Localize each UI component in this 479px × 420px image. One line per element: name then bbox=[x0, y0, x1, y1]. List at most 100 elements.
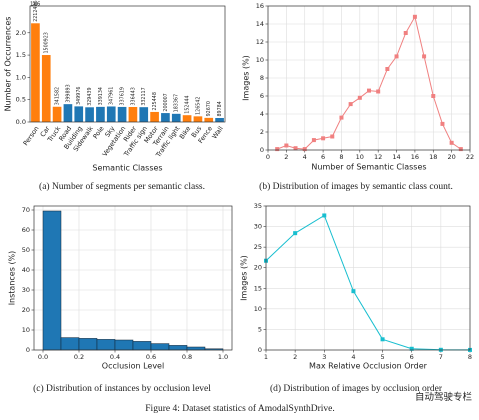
y-tick-label: 0.5 bbox=[16, 96, 26, 104]
histogram-bar bbox=[96, 339, 116, 351]
x-tick-label: 18 bbox=[429, 153, 437, 161]
y-axis-label: Instances (%) bbox=[8, 251, 17, 306]
marker bbox=[412, 14, 417, 19]
y-tick-label: 35 bbox=[254, 202, 262, 210]
x-tick-label: 6 bbox=[410, 353, 414, 361]
histogram-bar bbox=[42, 210, 62, 351]
x-tick-label: 3 bbox=[322, 353, 326, 361]
y-tick-label: 60 bbox=[22, 226, 30, 234]
x-tick-label: 20 bbox=[447, 153, 455, 161]
marker bbox=[409, 346, 414, 351]
x-tick-label: 0 bbox=[266, 153, 270, 161]
x-tick-label: 8 bbox=[339, 153, 343, 161]
marker bbox=[440, 121, 445, 126]
caption: (a) Number of segments per semantic clas… bbox=[39, 181, 205, 192]
bar bbox=[85, 107, 94, 122]
histogram-bar bbox=[60, 337, 80, 351]
y-tick-label: 15 bbox=[254, 284, 262, 292]
x-tick-label: Wall bbox=[211, 125, 225, 141]
histogram-bar bbox=[150, 343, 170, 351]
value-label: 1500923 bbox=[44, 32, 50, 53]
x-tick-label: 0.8 bbox=[182, 353, 192, 361]
y-axis-label: Images (%) bbox=[240, 255, 249, 301]
x-tick-label: 10 bbox=[356, 153, 364, 161]
bar bbox=[182, 115, 192, 122]
x-tick-label: Person bbox=[22, 125, 41, 147]
marker bbox=[322, 213, 327, 218]
marker bbox=[339, 115, 344, 120]
y-tick-label: 30 bbox=[254, 223, 262, 231]
y-axis-label: Images (%) bbox=[242, 55, 251, 101]
watermark: 自动驾驶专栏 bbox=[415, 391, 473, 403]
bar bbox=[106, 106, 116, 122]
caption: (b) Distribution of images by semantic c… bbox=[259, 181, 453, 192]
value-label: 225448 bbox=[152, 92, 158, 110]
y-tick-label: 20 bbox=[254, 264, 262, 272]
bar bbox=[150, 111, 159, 122]
bar bbox=[41, 55, 51, 122]
x-tick-label: 22 bbox=[466, 153, 474, 161]
marker bbox=[330, 134, 335, 139]
x-tick-label: 8 bbox=[468, 353, 472, 361]
y-tick-label: 2 bbox=[260, 128, 264, 136]
value-label: 126542 bbox=[195, 97, 201, 115]
value-label: 399893 bbox=[65, 84, 71, 102]
value-label: 349976 bbox=[76, 87, 82, 105]
histogram-bar bbox=[168, 345, 188, 351]
y-tick-label: 70 bbox=[22, 206, 30, 214]
plot-frame bbox=[265, 205, 471, 351]
marker bbox=[403, 31, 408, 35]
y-tick-label: 8 bbox=[260, 74, 264, 82]
x-tick-label: 4 bbox=[351, 353, 355, 361]
x-tick-label: 1.0 bbox=[218, 353, 228, 361]
x-tick-label: 7 bbox=[439, 353, 443, 361]
histogram-bar bbox=[132, 341, 152, 351]
value-label: 339134 bbox=[98, 87, 104, 105]
x-tick-label: 12 bbox=[374, 153, 382, 161]
x-axis-label: Semantic Classes bbox=[92, 164, 162, 173]
x-axis-label: Number of Semantic Classes bbox=[311, 163, 426, 172]
value-label: 183367 bbox=[174, 94, 180, 112]
histogram-bar bbox=[114, 339, 134, 351]
y-tick-label: 0.0 bbox=[16, 118, 26, 126]
figure-caption: Figure 4: Dataset statistics of AmodalSy… bbox=[145, 403, 334, 414]
y-tick-label: 1.0 bbox=[16, 73, 26, 81]
bar bbox=[171, 113, 181, 122]
bar bbox=[31, 23, 40, 123]
value-label: 332117 bbox=[141, 87, 147, 105]
value-label: 347961 bbox=[109, 87, 115, 105]
bar bbox=[52, 106, 62, 122]
marker bbox=[275, 147, 280, 152]
bar bbox=[74, 106, 84, 122]
y-tick-label: 0 bbox=[258, 346, 262, 354]
value-label: 337619 bbox=[120, 87, 126, 105]
bar bbox=[215, 117, 224, 122]
y-tick-label: 10 bbox=[256, 56, 264, 64]
value-label: 329439 bbox=[87, 87, 93, 105]
plot-frame bbox=[267, 5, 471, 151]
x-tick-label: 2 bbox=[284, 153, 288, 161]
offset-text: 1e6 bbox=[30, 2, 41, 8]
marker bbox=[348, 102, 353, 107]
histogram-bar bbox=[186, 346, 206, 351]
histogram-bar bbox=[78, 338, 98, 351]
value-label: 92670 bbox=[206, 101, 212, 116]
marker bbox=[351, 289, 356, 294]
marker bbox=[394, 54, 399, 59]
value-label: 341582 bbox=[55, 87, 61, 105]
marker bbox=[311, 138, 316, 143]
y-tick-label: 6 bbox=[260, 92, 264, 100]
value-label: 2212496 bbox=[33, 0, 39, 21]
x-tick-label: 0.2 bbox=[74, 353, 84, 361]
marker bbox=[449, 140, 454, 145]
y-tick-label: 0 bbox=[260, 146, 264, 154]
y-tick-label: 1.5 bbox=[16, 51, 26, 59]
marker bbox=[380, 337, 385, 342]
y-tick-label: 50 bbox=[22, 246, 30, 254]
value-label: 200007 bbox=[163, 93, 169, 111]
marker bbox=[385, 67, 390, 71]
value-label: 152444 bbox=[185, 95, 191, 113]
bar bbox=[128, 106, 138, 122]
x-tick-label: 14 bbox=[392, 153, 400, 161]
